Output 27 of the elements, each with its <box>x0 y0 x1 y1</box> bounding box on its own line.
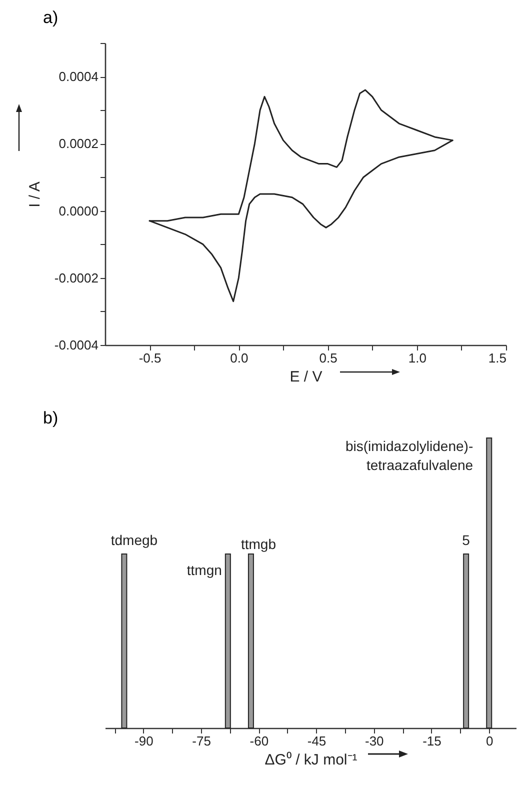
annotation: ttmgb <box>240 536 276 552</box>
x-tick-label: -90 <box>134 734 154 748</box>
y-axis-title: I / A <box>26 182 44 208</box>
x-tick-label: -0.5 <box>138 350 162 366</box>
y-tick-label: 0.0000 <box>58 203 98 218</box>
x-tick-label: 1.0 <box>408 350 426 366</box>
annotation: 5 <box>462 532 470 548</box>
chart-title: a) <box>43 8 58 27</box>
y-tick-label: 0.0002 <box>58 136 98 152</box>
x-axis-title: ΔG⁰ / kJ mol⁻¹ <box>264 752 358 768</box>
y-tick-label: -0.0002 <box>54 270 98 286</box>
annotation: ttmgn <box>186 562 222 578</box>
chart-title: b) <box>43 408 58 428</box>
x-tick-label: -15 <box>422 734 442 748</box>
x-tick-label: 0.0 <box>230 350 248 366</box>
x-tick-label: -30 <box>364 734 384 748</box>
x-tick-label: 1.5 <box>488 350 506 366</box>
x-tick-label: -75 <box>192 734 211 748</box>
y-tick-label: -0.0004 <box>54 338 98 352</box>
x-tick-label: -45 <box>307 734 326 748</box>
annotation: tdmegb <box>110 532 158 548</box>
x-tick-label: 0 <box>486 734 494 748</box>
x-axis-title: E / V <box>290 368 322 386</box>
y-tick-label: 0.0004 <box>58 69 98 84</box>
x-tick-label: 0.5 <box>319 350 338 366</box>
annotation: bis(imidazolylidene)- tetraazafulvalene <box>346 438 474 473</box>
x-tick-label: -60 <box>250 734 269 748</box>
